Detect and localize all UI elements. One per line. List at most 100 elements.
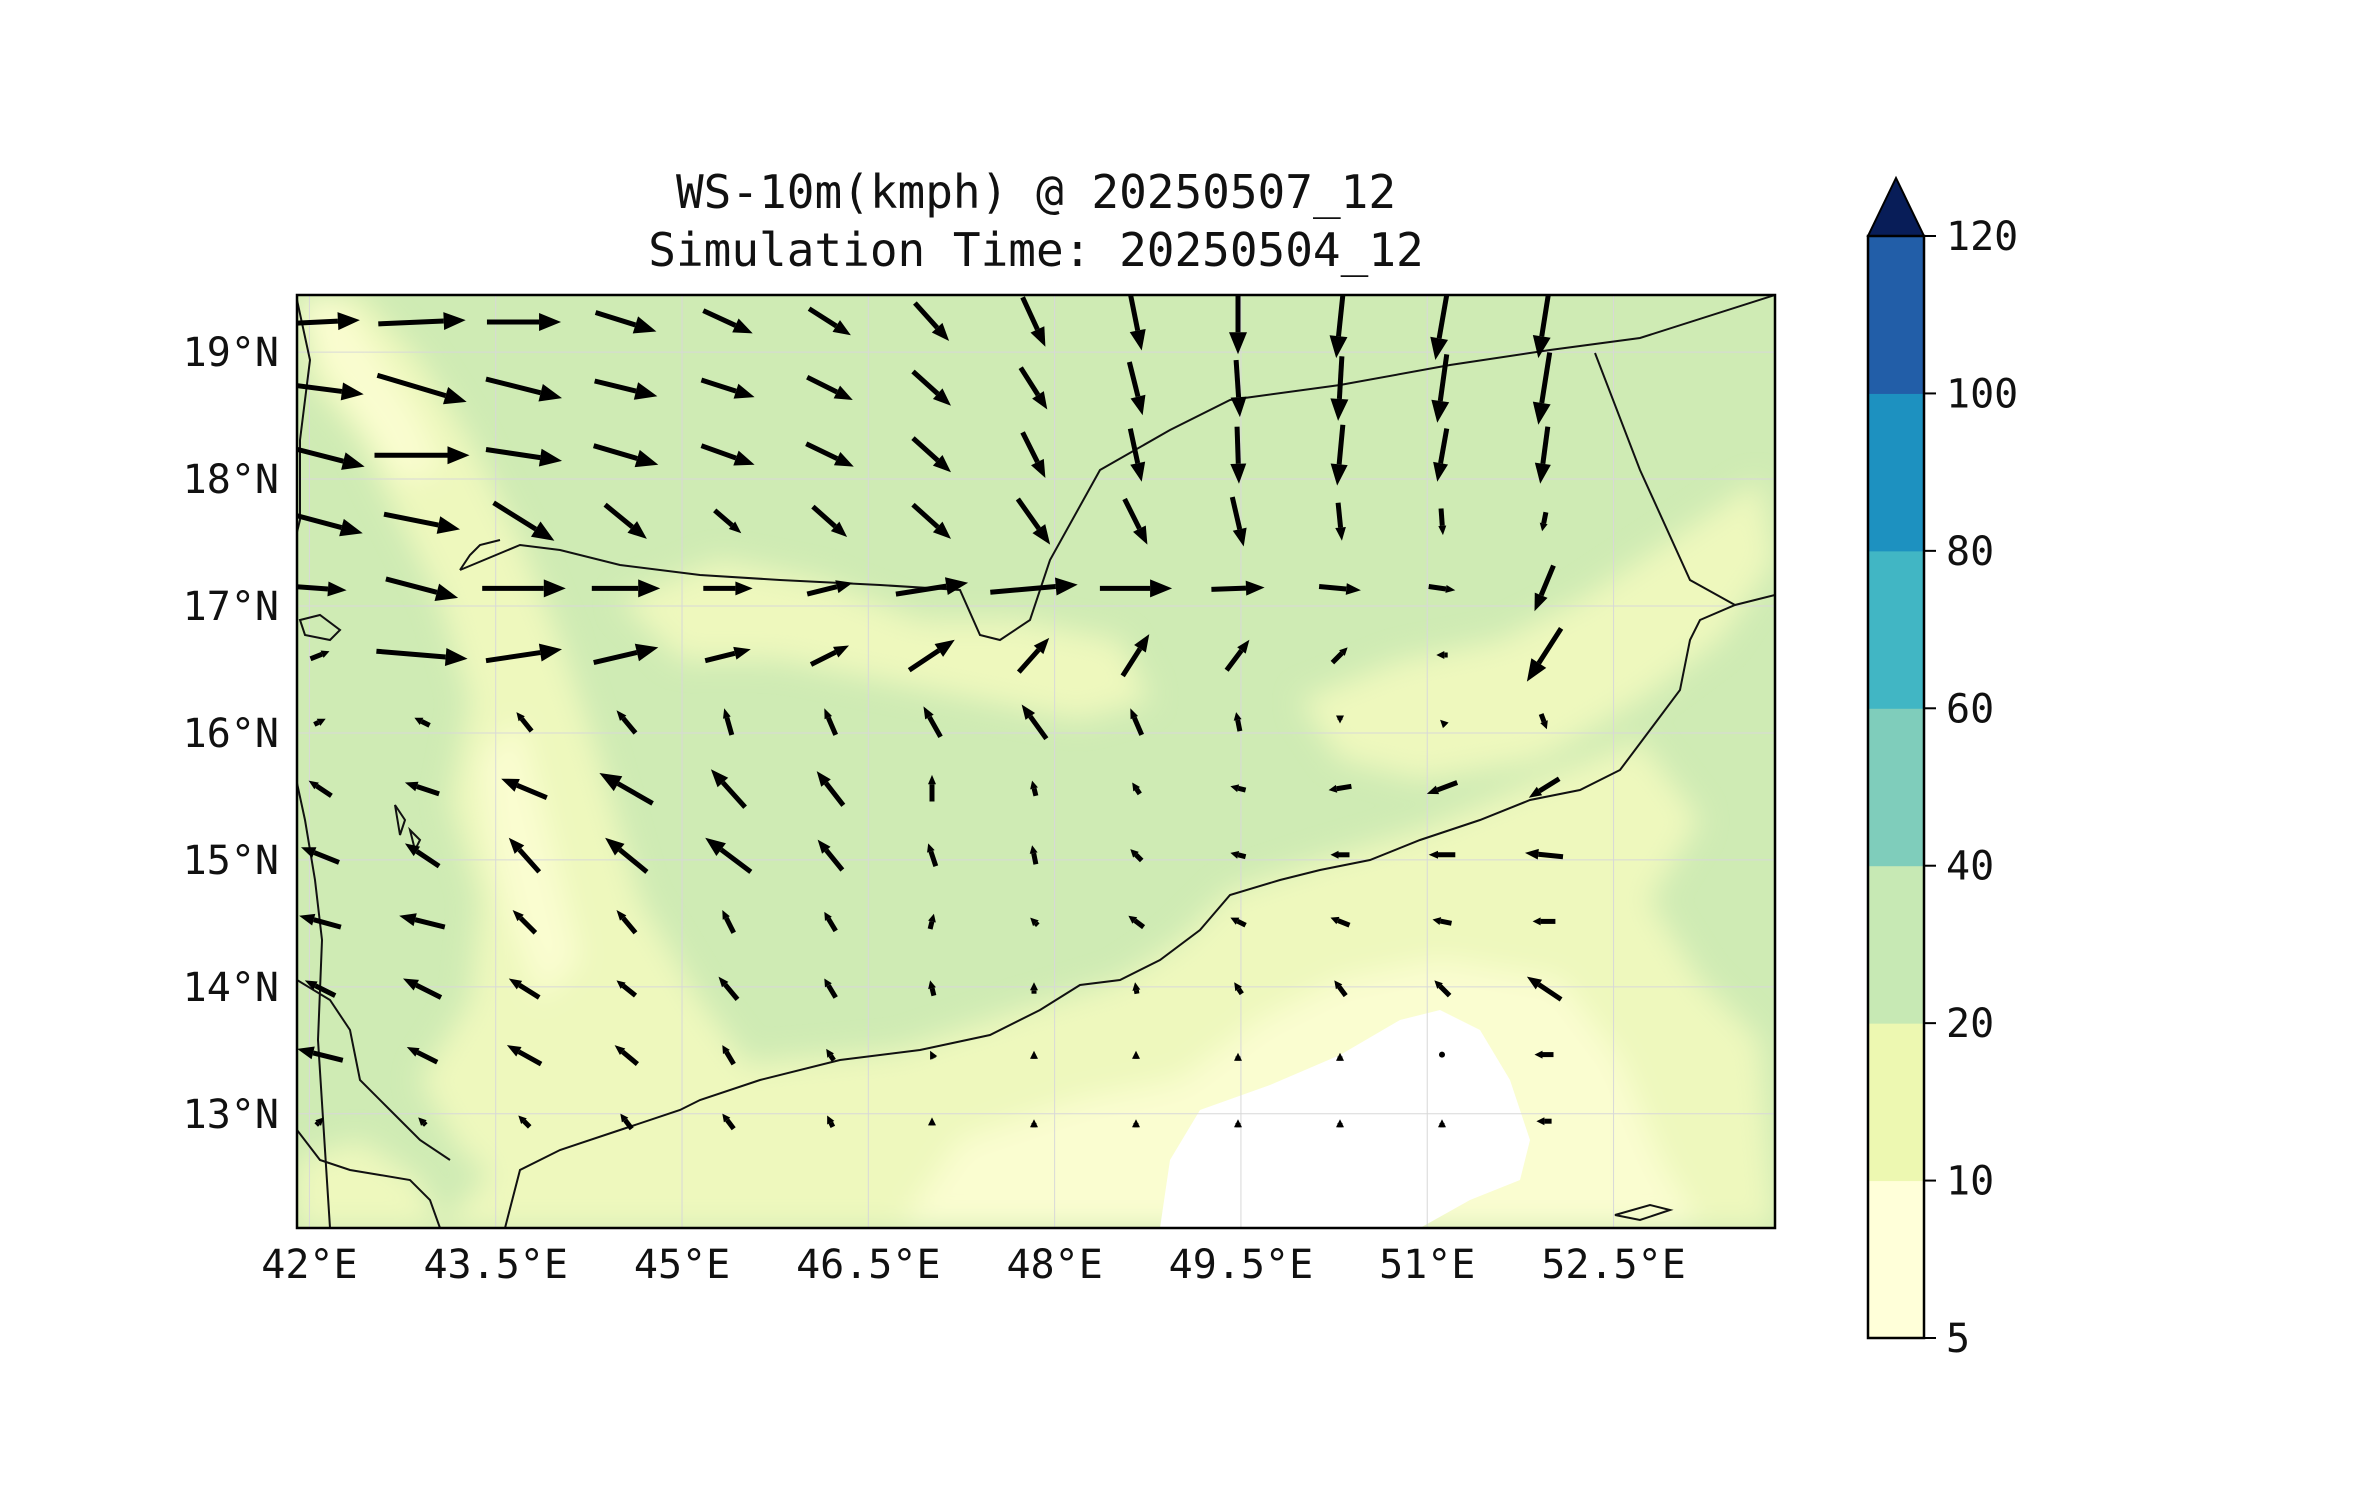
wind-arrow <box>718 976 740 1002</box>
small-islands <box>298 613 1674 1222</box>
wind-arrow <box>807 306 851 336</box>
wind-arrow <box>710 769 747 809</box>
wind-arrow <box>1538 713 1548 730</box>
wind-arrow <box>1122 497 1148 545</box>
wind-arrow <box>827 1115 836 1129</box>
wind-arrow <box>1440 719 1449 729</box>
yemen-south-coast <box>504 594 1775 1228</box>
wind-arrow <box>482 579 566 598</box>
wind-arrow <box>930 1050 938 1060</box>
wind-arrow <box>811 504 848 537</box>
wind-arrow <box>599 773 654 806</box>
wind-arrow <box>501 778 548 801</box>
wind-arrow <box>1234 1119 1242 1128</box>
wind-arrow <box>1234 1052 1242 1061</box>
wind-arrow <box>824 978 838 999</box>
wind-arrow <box>418 1117 428 1127</box>
wind-arrow <box>1432 917 1452 926</box>
wind-arrow <box>895 577 969 597</box>
wind-arrow <box>826 1048 836 1062</box>
wind-arrow <box>723 708 735 736</box>
wind-arrow <box>816 771 846 807</box>
wind-arrow <box>1030 917 1040 927</box>
wind-arrow <box>404 843 441 869</box>
wind-arrow <box>1330 916 1351 928</box>
wind-arrow <box>1526 976 1563 1002</box>
wind-arrow <box>297 312 360 331</box>
lon-tick-label: 52.5°E <box>1541 1242 1686 1288</box>
colorbar-extend-arrow <box>1866 175 1926 237</box>
wind-arrow <box>1539 511 1549 532</box>
wind-arrow <box>1336 715 1344 724</box>
wind-arrow <box>1230 359 1247 418</box>
wind-arrow <box>817 839 845 872</box>
wind-arrow <box>376 648 468 666</box>
wind-arrow <box>1132 1050 1140 1059</box>
wind-arrow <box>1230 784 1247 793</box>
wind-arrow <box>824 911 838 933</box>
wind-arrow <box>620 1113 634 1131</box>
wind-arrow <box>486 313 562 331</box>
wind-arrow <box>928 980 937 997</box>
colorbar-segment <box>1868 1023 1924 1182</box>
longitude-tick-labels: 42°E 43.5°E 45°E 46.5°E 48°E 49.5°E 51°E 52.5°E <box>261 1242 1686 1288</box>
wind-arrow <box>1018 366 1048 410</box>
colorbar-segment <box>1868 708 1924 867</box>
wind-arrow <box>404 781 440 797</box>
wind-arrow <box>1030 780 1039 797</box>
wind-arrow <box>516 712 534 733</box>
wind-arrow <box>1534 1050 1554 1059</box>
lon-tick-label: 42°E <box>261 1242 357 1288</box>
wind-arrow <box>414 717 431 728</box>
wind-arrow <box>406 1047 439 1065</box>
wind-arrow <box>1132 1119 1140 1128</box>
wind-arrow <box>614 1045 640 1067</box>
wind-arrow <box>705 837 753 874</box>
wind-arrow <box>913 301 950 341</box>
lat-tick-label: 13°N <box>183 1092 279 1138</box>
wind-arrow <box>1330 424 1348 486</box>
colorbar-segment <box>1868 865 1924 1024</box>
colorbar: 5 10 20 40 60 80 100 120 <box>1866 175 2018 1362</box>
wind-arrow <box>314 1117 324 1127</box>
wind-arrow <box>313 718 326 727</box>
wind-arrow <box>383 511 460 534</box>
wind-arrow <box>722 1113 736 1131</box>
wind-arrow <box>1335 502 1346 541</box>
wind-arrow <box>1532 295 1551 359</box>
field-zone-5-10-north-west <box>300 300 440 480</box>
wind-arrow <box>297 513 363 537</box>
colorbar-tick-label: 40 <box>1946 844 1994 890</box>
wind-arrow <box>1438 1119 1446 1128</box>
map-title-line2: Simulation Time: 20250504_12 <box>648 223 1423 277</box>
wind-arrow <box>928 774 936 802</box>
wind-arrow <box>304 980 337 998</box>
wind-arrow <box>1534 564 1556 612</box>
wind-arrow <box>1029 845 1039 865</box>
wind-arrow <box>603 502 647 539</box>
wind-arrow <box>1526 627 1564 682</box>
colorbar-segment <box>1868 550 1924 709</box>
wind-arrow <box>403 978 443 1000</box>
wind-arrow <box>512 910 538 935</box>
wind-arrow <box>508 837 542 874</box>
wind-arrow <box>703 581 753 596</box>
lon-tick-label: 49.5°E <box>1169 1242 1314 1288</box>
wind-arrow <box>1229 496 1247 547</box>
coastlines-and-borders <box>297 295 1775 1228</box>
wind-arrow <box>1532 352 1553 425</box>
wind-arrow <box>1020 296 1046 347</box>
wind-arrow <box>1336 1119 1344 1128</box>
wind-arrow <box>1430 295 1450 360</box>
wind-arrow <box>605 837 649 874</box>
wind-arrow <box>1021 704 1049 741</box>
wind-arrow <box>506 1045 543 1067</box>
lat-tick-label: 14°N <box>183 965 279 1011</box>
wind-arrow <box>518 1115 532 1129</box>
wind-arrow <box>1099 579 1173 598</box>
wind-arrow <box>1439 1051 1445 1058</box>
wind-arrow <box>592 443 659 468</box>
wind-arrow <box>927 843 939 867</box>
wind-arrow <box>1534 426 1551 484</box>
wind-arrow <box>485 376 562 402</box>
